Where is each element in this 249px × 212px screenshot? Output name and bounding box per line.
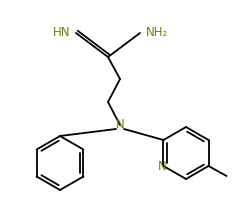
Text: N: N [116,119,124,131]
Text: N: N [158,159,167,173]
Text: NH₂: NH₂ [146,25,168,39]
Text: HN: HN [53,25,71,39]
